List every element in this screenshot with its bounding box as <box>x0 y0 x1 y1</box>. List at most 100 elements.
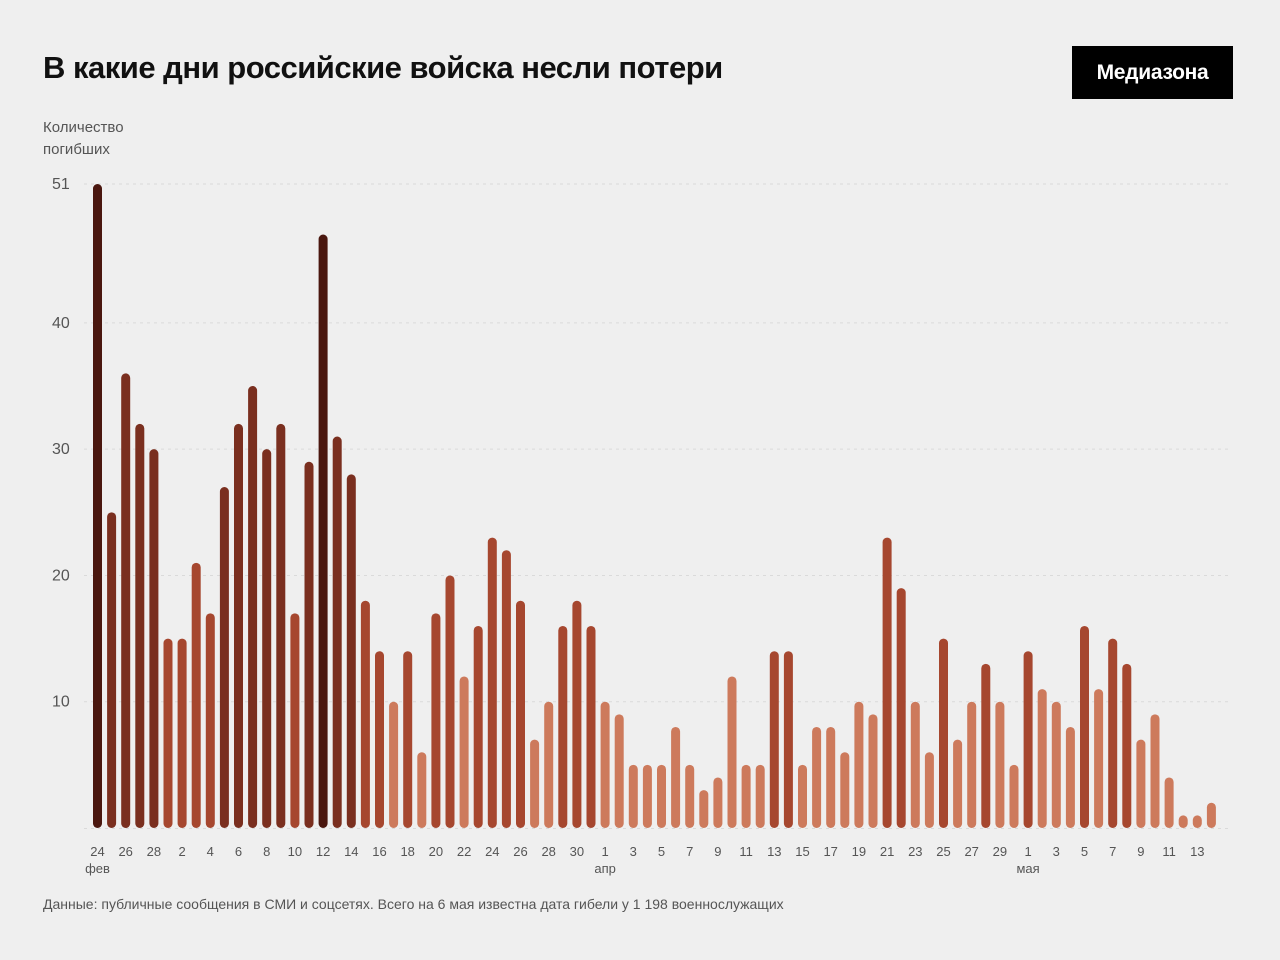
bar-19-апр <box>854 701 864 828</box>
bar-26-апр <box>953 739 963 828</box>
bar-22-апр <box>896 588 906 828</box>
bar-16-мар <box>375 651 384 828</box>
x-tick-label: 24 <box>90 844 104 859</box>
bar-11-мая <box>1164 777 1174 828</box>
y-axis-label-line-2: погибших <box>43 141 110 158</box>
x-tick-label: 5 <box>658 844 665 859</box>
x-tick-label: 6 <box>235 844 242 859</box>
x-tick-label: 10 <box>288 844 302 859</box>
x-tick-label: 21 <box>880 844 894 859</box>
bar-23-мар <box>473 625 483 828</box>
bar-21-апр <box>882 537 892 828</box>
x-tick-label: 11 <box>1162 844 1176 859</box>
x-month-label: фев <box>85 861 110 876</box>
bar-14-мая <box>1206 802 1216 828</box>
bar-3-апр <box>628 764 638 828</box>
y-axis-label: Количество погибших <box>43 117 163 161</box>
bar-29-апр <box>995 701 1005 828</box>
bar-23-апр <box>910 701 920 828</box>
bar-11-мар <box>304 461 314 828</box>
x-month-label: апр <box>594 861 616 876</box>
bar-3-мар <box>191 562 201 828</box>
x-tick-label: 23 <box>908 844 922 859</box>
bar-18-апр <box>840 752 850 828</box>
bar-14-мар <box>346 474 356 828</box>
bar-9-мая <box>1136 739 1146 828</box>
bar-7-мар <box>248 386 258 828</box>
bar-29-мар <box>558 625 568 828</box>
bar-12-мар <box>318 234 328 828</box>
bar-10-апр <box>727 676 737 828</box>
bar-18-мар <box>403 651 413 828</box>
x-tick-label: 16 <box>372 844 386 859</box>
bar-24-апр <box>924 752 934 828</box>
x-tick-label: 20 <box>429 844 443 859</box>
bar-19-мар <box>417 752 427 828</box>
x-tick-label: 3 <box>1053 844 1060 859</box>
bar-21-мар <box>445 575 455 828</box>
x-tick-label: 13 <box>1190 844 1204 859</box>
bar-2-мар <box>177 638 187 828</box>
bar-9-апр <box>713 777 723 828</box>
x-tick-label: 22 <box>457 844 471 859</box>
bar-28-фев <box>149 449 159 828</box>
x-tick-label: 17 <box>823 844 837 859</box>
bar-16-апр <box>812 726 822 828</box>
y-tick-label: 20 <box>52 567 70 584</box>
bar-25-мар <box>501 550 511 828</box>
bar-5-мая <box>1080 625 1089 828</box>
chart-title: В какие дни российские войска несли поте… <box>43 50 723 85</box>
bar-30-апр <box>1009 764 1019 828</box>
bar-3-мая <box>1051 701 1061 828</box>
bar-2-апр <box>614 714 624 828</box>
bar-9-мар <box>276 423 286 828</box>
bar-20-мар <box>431 613 441 828</box>
x-tick-label: 1 <box>1024 844 1031 859</box>
bar-8-мая <box>1122 663 1132 828</box>
x-tick-label: 24 <box>485 844 499 859</box>
bar-1-мая <box>1023 651 1033 828</box>
bar-15-апр <box>798 764 807 828</box>
bar-7-мая <box>1108 638 1118 828</box>
bar-20-апр <box>868 714 878 828</box>
bar-2-мая <box>1037 689 1047 828</box>
x-tick-label: 7 <box>686 844 693 859</box>
source-note: Данные: публичные сообщения в СМИ и соцс… <box>43 896 784 912</box>
bar-1-мар <box>163 638 173 828</box>
bar-12-апр <box>755 764 765 828</box>
bar-4-мар <box>205 613 215 828</box>
x-tick-label: 4 <box>207 844 214 859</box>
bar-25-фев <box>107 512 117 828</box>
x-tick-label: 27 <box>964 844 978 859</box>
bar-11-апр <box>741 764 751 828</box>
bar-8-апр <box>699 790 709 828</box>
bar-6-апр <box>671 726 681 828</box>
bar-6-мая <box>1094 689 1104 828</box>
x-tick-label: 8 <box>263 844 270 859</box>
bar-8-мар <box>262 449 272 828</box>
bar-1-апр <box>600 701 610 828</box>
bar-14-апр <box>783 651 793 828</box>
x-tick-label: 30 <box>570 844 584 859</box>
bar-10-мар <box>290 613 300 828</box>
x-tick-label: 9 <box>714 844 721 859</box>
y-tick-label: 10 <box>52 694 70 711</box>
x-tick-label: 7 <box>1109 844 1116 859</box>
x-tick-label: 26 <box>118 844 132 859</box>
bar-26-мар <box>516 600 525 828</box>
x-tick-label: 3 <box>630 844 637 859</box>
bar-6-мар <box>234 423 243 828</box>
x-tick-label: 29 <box>993 844 1007 859</box>
bar-27-мар <box>530 739 540 828</box>
x-tick-label: 5 <box>1081 844 1088 859</box>
y-tick-label: 51 <box>52 176 70 193</box>
y-tick-label: 40 <box>52 315 70 332</box>
x-tick-label: 1 <box>601 844 608 859</box>
bar-13-апр <box>769 651 779 828</box>
bar-27-апр <box>967 701 977 828</box>
x-tick-label: 2 <box>178 844 185 859</box>
x-tick-label: 26 <box>513 844 527 859</box>
x-tick-label: 9 <box>1137 844 1144 859</box>
x-tick-label: 15 <box>795 844 809 859</box>
